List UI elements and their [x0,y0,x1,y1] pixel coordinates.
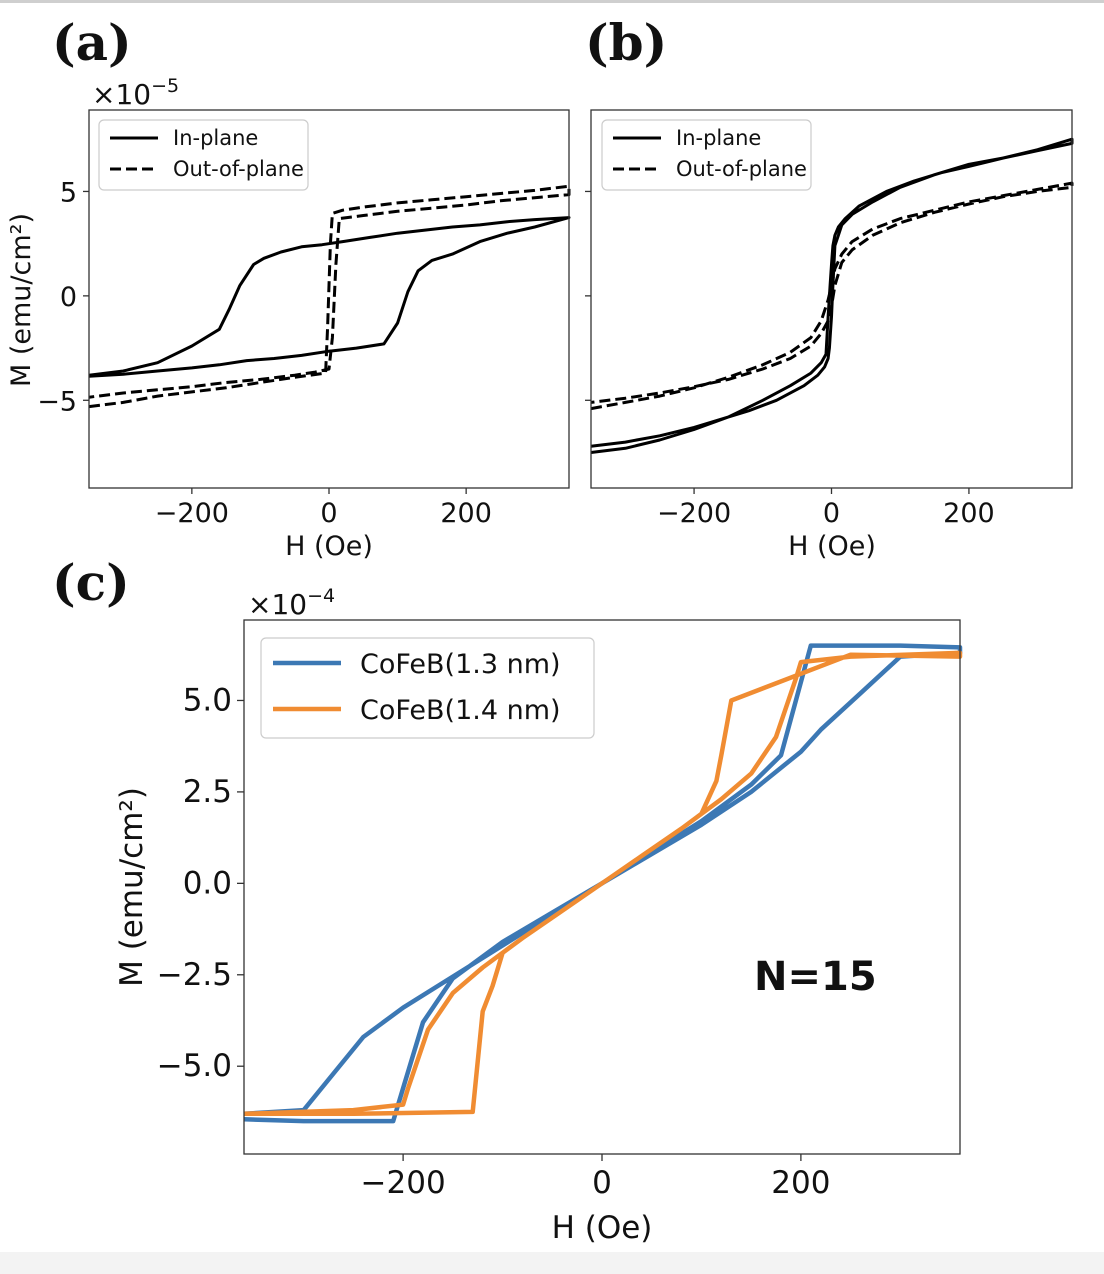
panel-c-legend-label-13nm: CoFeB(1.3 nm) [360,649,561,680]
panel-a-legend: In-plane Out-of-plane [98,119,309,191]
panel-c-label: (c) [52,553,130,612]
panel-c-ytick-label: −2.5 [157,957,232,993]
panel-c-ytick-label: 0.0 [183,865,232,901]
panel-c-ytick-label: 5.0 [183,682,232,718]
panel-a-offset-exp: −5 [151,75,179,97]
panel-c-annotation: N=15 [754,954,877,1000]
panel-a-xtick-label: 0 [320,498,337,529]
panel-a-series [88,184,571,409]
panel-c-legend: CoFeB(1.3 nm) CoFeB(1.4 nm) [260,637,595,739]
panel-c: (c) ×10−4 M (emu/cm²) H (Oe) −200 0 200 5.0… [52,553,963,1246]
panel-c-x-label: H (Oe) [552,1210,653,1246]
panel-c-legend-label-14nm: CoFeB(1.4 nm) [360,695,561,726]
panel-a-frame [88,109,570,489]
panel-a-x-label: H (Oe) [285,531,373,562]
panel-c-ytick-label: 2.5 [183,774,232,810]
panel-b-legend: In-plane Out-of-plane [601,119,812,191]
panel-c-xtick-label: 200 [771,1165,830,1201]
panel-a-legend-label-out-of-plane: Out-of-plane [173,157,304,181]
bottom-band [0,1252,1104,1274]
panel-a-xtick-label: 200 [440,498,492,529]
panel-a-legend-label-in-plane: In-plane [173,126,258,150]
panel-c-offset-exp: −4 [307,585,335,607]
panel-a-ytick-label: 0 [60,282,77,313]
panel-c-offset-text: ×10−4 [248,585,335,621]
panel-a-series-line-2 [88,184,571,409]
panel-a-offset-text: ×10−5 [92,75,179,111]
top-rule [0,0,1104,3]
panel-b-x-label: H (Oe) [788,531,876,562]
panel-b-frame [590,109,1073,489]
panel-a-offset-base: ×10 [92,78,151,111]
panel-b-label: (b) [585,13,667,72]
panel-b-legend-label-out-of-plane: Out-of-plane [676,157,807,181]
panel-c-frame [243,619,961,1155]
panel-c-xtick-label: 0 [592,1165,612,1201]
panel-b-xtick-label: 0 [823,498,840,529]
panel-a-ticks: −200 0 200 −5 0 5 [37,177,492,529]
panel-a-ytick-label: 5 [60,177,77,208]
panel-c-offset-base: ×10 [248,588,307,621]
panel-c-xtick-label: −200 [361,1165,446,1201]
panel-a-xtick-label: −200 [155,498,229,529]
panel-a-label: (a) [52,13,132,72]
panel-b: (b) H (Oe) −200 0 200 In-plane Out-of-plan… [585,13,1074,562]
panel-b-xtick-label: 200 [943,498,995,529]
panel-c-y-label: M (emu/cm²) [114,787,150,987]
panel-c-ticks: −200 0 200 5.0 2.5 0.0 −2.5 −5.0 [157,682,831,1201]
panel-b-ticks: −200 0 200 [585,190,995,529]
panel-a-series-line-1 [88,216,571,378]
panel-a-ytick-label: −5 [37,386,77,417]
panel-b-xtick-label: −200 [657,498,731,529]
panel-a: (a) ×10−5 M (emu/cm²) H (Oe) −200 0 200−50… [6,13,571,562]
panel-c-legend-box [260,637,595,739]
panel-b-legend-label-in-plane: In-plane [676,126,761,150]
panel-a-y-label: M (emu/cm²) [6,213,37,387]
panel-c-ytick-label: −5.0 [157,1048,232,1084]
